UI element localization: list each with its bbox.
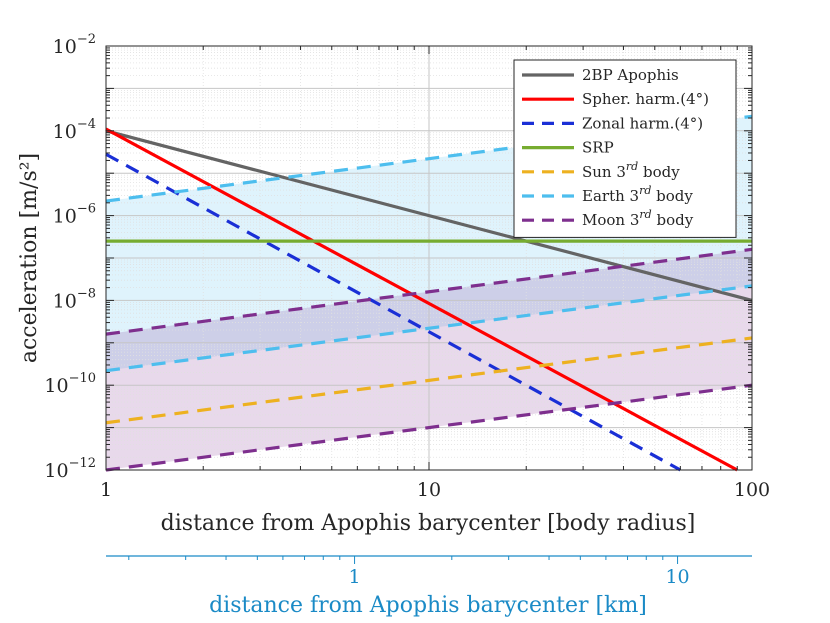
x-tick-label: 1 (100, 479, 112, 501)
series-line-2bp-apophis (105, 129, 753, 302)
series-lines (105, 114, 753, 472)
axis-ticks (105, 45, 753, 471)
legend-label: Earth 3rd body (582, 184, 693, 205)
x-tick-label: 10 (417, 479, 441, 501)
legend-label: Moon 3rd body (582, 208, 694, 229)
x-tick-label: 100 (734, 479, 770, 501)
series-line-zonal-harm-4 (105, 152, 682, 472)
secondary-x-axis: 1 10 (106, 555, 752, 588)
legend: 2BP Apophis Spher. harm.(4°) Zonal harm.(4… (513, 59, 737, 238)
secondary-tick-label: 10 (665, 566, 689, 588)
series-line-moon-3rd-body (105, 247, 753, 336)
series-line-moon-3rd-body (105, 383, 753, 472)
legend-label: SRP (582, 139, 614, 157)
series-line-sun-3rd-body (105, 336, 753, 425)
secondary-x-axis-title: distance from Apophis barycenter [km] (209, 593, 647, 618)
legend-label: Sun 3rd body (582, 160, 680, 181)
series-line-spher-harm-4 (105, 127, 738, 472)
series-line-earth-3rd-body (105, 284, 753, 373)
secondary-tick-label: 1 (349, 566, 361, 588)
legend-label: Spher. harm.(4°) (582, 90, 709, 108)
x-axis-title: distance from Apophis barycenter [body r… (161, 511, 696, 536)
legend-label: Zonal harm.(4°) (582, 114, 703, 132)
y-axis-title: acceleration [m/s²] (17, 153, 42, 363)
legend-label: 2BP Apophis (582, 66, 679, 84)
